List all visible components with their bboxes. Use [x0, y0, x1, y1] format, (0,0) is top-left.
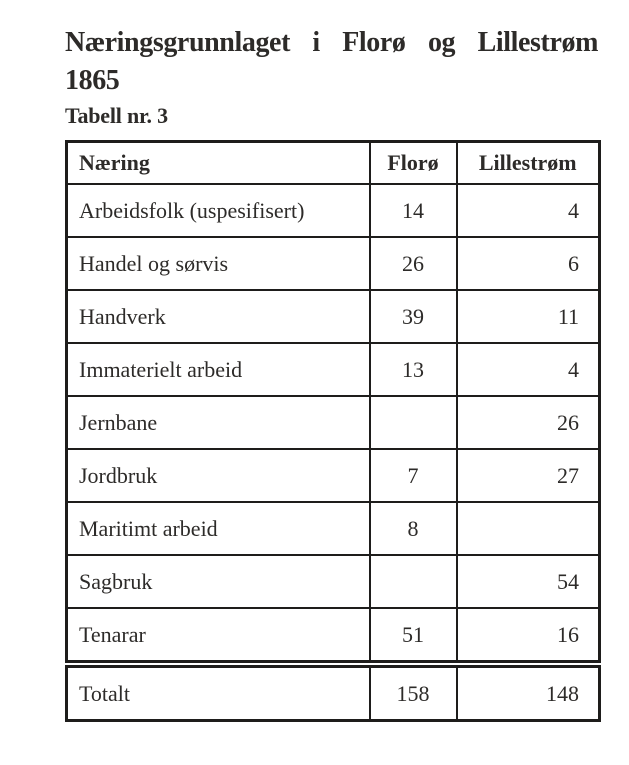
cell-naering: Sagbruk: [65, 554, 371, 609]
cell-floro: [368, 395, 458, 450]
column-header-floro: Florø: [368, 140, 458, 185]
table-row: Totalt 158 148: [65, 660, 601, 722]
title-line-2: 1865: [65, 65, 120, 96]
cell-naering: Tenarar: [65, 607, 371, 665]
table-header-row: Næring Florø Lillestrøm: [65, 140, 601, 185]
cell-lillestrom: 148: [455, 660, 601, 722]
cell-naering: Immaterielt arbeid: [65, 342, 371, 397]
column-header-naering: Næring: [65, 140, 371, 185]
cell-floro: 8: [368, 501, 458, 556]
cell-lillestrom: 27: [455, 448, 601, 503]
cell-floro: 7: [368, 448, 458, 503]
cell-naering: Handverk: [65, 289, 371, 344]
cell-lillestrom: 6: [455, 236, 601, 291]
cell-naering: Jordbruk: [65, 448, 371, 503]
table-row: Sagbruk 54: [65, 554, 601, 609]
document-page: Næringsgrunnlaget i Florø og Lillestrøm …: [65, 24, 601, 722]
cell-lillestrom: 11: [455, 289, 601, 344]
cell-naering: Jernbane: [65, 395, 371, 450]
cell-naering: Maritimt arbeid: [65, 501, 371, 556]
table-row: Handel og sørvis 26 6: [65, 236, 601, 291]
cell-lillestrom: 26: [455, 395, 601, 450]
cell-naering: Handel og sørvis: [65, 236, 371, 291]
table-row: Immaterielt arbeid 13 4: [65, 342, 601, 397]
cell-lillestrom: 4: [455, 342, 601, 397]
cell-floro: 13: [368, 342, 458, 397]
cell-floro: 26: [368, 236, 458, 291]
cell-naering: Arbeidsfolk (uspesifisert): [65, 183, 371, 238]
page-title: Næringsgrunnlaget i Florø og Lillestrøm …: [65, 24, 598, 100]
cell-lillestrom: 54: [455, 554, 601, 609]
cell-floro: 39: [368, 289, 458, 344]
table-row: Tenarar 51 16: [65, 607, 601, 665]
cell-floro: 158: [368, 660, 458, 722]
column-header-lillestrom: Lillestrøm: [455, 140, 601, 185]
table-row: Arbeidsfolk (uspesifisert) 14 4: [65, 183, 601, 238]
table-row: Jordbruk 7 27: [65, 448, 601, 503]
cell-floro: [368, 554, 458, 609]
cell-lillestrom: 16: [455, 607, 601, 665]
table-row: Maritimt arbeid 8: [65, 501, 601, 556]
cell-floro: 51: [368, 607, 458, 665]
table-row: Handverk 39 11: [65, 289, 601, 344]
cell-lillestrom: 4: [455, 183, 601, 238]
table-row: Jernbane 26: [65, 395, 601, 450]
naering-table: Næring Florø Lillestrøm Arbeidsfolk (usp…: [65, 140, 601, 722]
table-body: Arbeidsfolk (uspesifisert) 14 4 Handel og s…: [65, 183, 601, 722]
cell-naering: Totalt: [65, 660, 371, 722]
title-line-1: Næringsgrunnlaget i Florø og Lillestrøm: [65, 27, 598, 58]
cell-lillestrom: [455, 501, 601, 556]
cell-floro: 14: [368, 183, 458, 238]
table-caption: Tabell nr. 3: [65, 103, 168, 128]
